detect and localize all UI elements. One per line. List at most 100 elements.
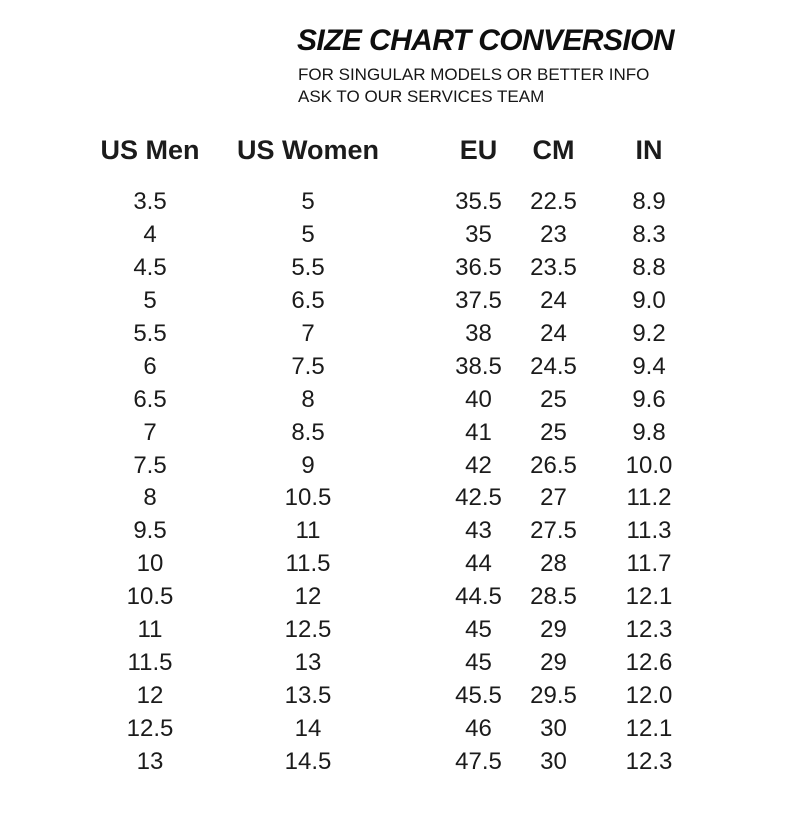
cell-us-women: 7 — [301, 320, 315, 347]
column-header-us-women: US Women — [236, 134, 379, 165]
cell-us-women: 14.5 — [284, 747, 332, 775]
page-title: SIZE CHART CONVERSION — [297, 24, 674, 57]
table-row: 9.5 11 43 27.5 11.3 — [95, 515, 800, 548]
cell-eu: 45.5 — [455, 681, 502, 709]
table-body: 3.5 5 35.5 22.5 8.9 4 5 35 23 8.3 4.5 5.… — [95, 186, 800, 778]
table-row: 8 10.5 42.5 27 11.2 — [95, 482, 800, 515]
cell-in: 11.7 — [626, 550, 672, 578]
cell-cm: 30 — [540, 747, 567, 775]
cell-eu: 42 — [465, 451, 492, 479]
cell-us-men: 3.5 — [133, 188, 167, 216]
cell-us-men: 12 — [136, 681, 164, 709]
cell-cm: 25 — [540, 418, 567, 446]
cell-eu: 35.5 — [455, 188, 502, 216]
cell-in: 9.4 — [632, 352, 666, 380]
cell-eu: 35 — [465, 221, 492, 249]
cell-eu: 40 — [465, 385, 492, 413]
cell-eu: 41 — [465, 418, 492, 446]
cell-us-men: 12.5 — [126, 714, 174, 742]
table-row: 12.5 14 46 30 12.1 — [95, 712, 800, 745]
cell-cm: 30 — [540, 714, 567, 742]
cell-us-men: 7 — [143, 418, 157, 446]
cell-us-women: 5 — [301, 188, 315, 216]
table-row: 10 11.5 44 28 11.7 — [95, 548, 800, 581]
cell-us-women: 8.5 — [291, 418, 325, 446]
cell-eu: 37.5 — [455, 287, 502, 315]
cell-cm: 24.5 — [530, 352, 577, 380]
cell-cm: 28.5 — [530, 583, 577, 611]
cell-cm: 27.5 — [530, 517, 577, 545]
cell-us-women: 7.5 — [291, 352, 325, 380]
table-row: 11.5 13 45 29 12.6 — [95, 646, 800, 679]
table-row: 3.5 5 35.5 22.5 8.9 — [95, 186, 800, 219]
table-row: 10.5 12 44.5 28.5 12.1 — [95, 581, 800, 614]
table-row: 4 5 35 23 8.3 — [95, 219, 800, 252]
cell-cm: 26.5 — [530, 451, 577, 479]
cell-eu: 38.5 — [455, 352, 502, 380]
cell-cm: 23.5 — [530, 254, 577, 282]
cell-in: 9.2 — [632, 320, 666, 347]
cell-us-men: 9.5 — [133, 517, 167, 545]
cell-us-men: 6 — [143, 352, 157, 380]
cell-us-women: 14 — [294, 714, 322, 742]
cell-us-men: 4 — [143, 221, 157, 249]
cell-us-women: 5 — [301, 221, 315, 249]
cell-eu: 47.5 — [455, 747, 502, 775]
cell-eu: 36.5 — [455, 254, 502, 282]
size-chart-page: SIZE CHART CONVERSION FOR SINGULAR MODEL… — [0, 24, 800, 824]
cell-cm: 23 — [540, 221, 567, 249]
cell-us-men: 10 — [136, 550, 164, 578]
cell-us-men: 5.5 — [133, 320, 167, 347]
table-row: 7.5 9 42 26.5 10.0 — [95, 449, 800, 482]
cell-us-women: 12 — [294, 583, 322, 611]
cell-cm: 22.5 — [530, 188, 577, 216]
cell-cm: 24 — [540, 287, 567, 315]
cell-eu: 45 — [465, 616, 492, 644]
cell-in: 12.0 — [625, 681, 673, 709]
cell-cm: 24 — [540, 320, 567, 347]
cell-us-women: 13.5 — [284, 681, 332, 709]
cell-cm: 28 — [540, 550, 567, 578]
table-header-row: US Men US Women EU CM IN — [95, 133, 800, 167]
cell-eu: 38 — [465, 320, 492, 347]
cell-in: 11.2 — [626, 484, 672, 512]
cell-us-women: 11.5 — [285, 550, 331, 578]
subtitle: FOR SINGULAR MODELS OR BETTER INFO ASK T… — [298, 64, 800, 107]
cell-cm: 29 — [540, 648, 567, 676]
cell-in: 10.0 — [625, 451, 673, 479]
cell-in: 8.9 — [632, 188, 666, 216]
cell-us-women: 5.5 — [291, 254, 325, 282]
cell-in: 8.3 — [632, 221, 666, 249]
cell-us-men: 10.5 — [126, 583, 174, 611]
column-header-eu: EU — [459, 134, 498, 165]
title-block: SIZE CHART CONVERSION FOR SINGULAR MODEL… — [297, 24, 800, 107]
cell-eu: 45 — [465, 648, 492, 676]
cell-us-women: 9 — [301, 451, 315, 479]
cell-us-men: 8 — [143, 484, 157, 512]
cell-in: 9.8 — [632, 418, 666, 446]
table-row: 4.5 5.5 36.5 23.5 8.8 — [95, 252, 800, 285]
cell-us-men: 7.5 — [133, 451, 167, 479]
cell-in: 9.0 — [632, 287, 666, 315]
cell-us-men: 13 — [136, 747, 164, 775]
cell-eu: 44 — [465, 550, 492, 578]
cell-us-women: 6.5 — [291, 287, 325, 315]
cell-eu: 43 — [465, 517, 492, 545]
table-row: 13 14.5 47.5 30 12.3 — [95, 745, 800, 778]
cell-us-men: 4.5 — [133, 254, 167, 282]
table-row: 6 7.5 38.5 24.5 9.4 — [95, 350, 800, 383]
size-conversion-table: US Men US Women EU CM IN 3.5 5 35.5 22.5… — [95, 133, 800, 778]
table-row: 11 12.5 45 29 12.3 — [95, 614, 800, 647]
cell-us-women: 12.5 — [284, 616, 332, 644]
cell-us-women: 13 — [294, 648, 322, 676]
cell-cm: 25 — [540, 385, 567, 413]
column-header-in: IN — [635, 134, 663, 165]
column-header-cm: CM — [532, 134, 575, 165]
cell-us-women: 8 — [301, 385, 315, 413]
cell-eu: 44.5 — [455, 583, 502, 611]
cell-us-women: 10.5 — [284, 484, 332, 512]
cell-us-men: 5 — [143, 287, 157, 315]
cell-in: 8.8 — [632, 254, 666, 282]
cell-us-men: 11 — [137, 616, 163, 644]
cell-cm: 27 — [540, 484, 567, 512]
